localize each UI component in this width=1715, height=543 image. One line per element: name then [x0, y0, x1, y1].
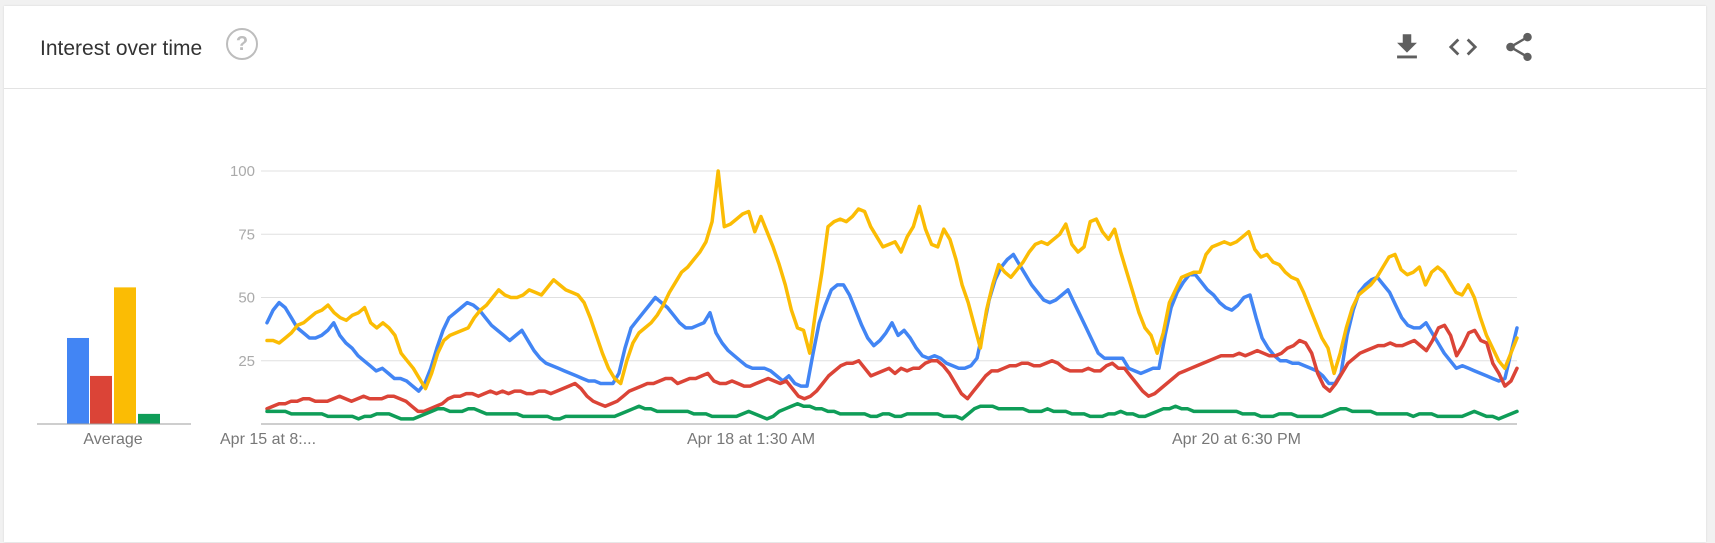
interest-over-time-card: Interest over time ? 25 50 75 100 Apr 15 at … — [4, 6, 1706, 542]
share-icon[interactable] — [1502, 30, 1536, 64]
x-tick-label: Apr 15 at 8:... — [220, 431, 316, 448]
average-bar-3 — [114, 287, 136, 424]
help-icon[interactable]: ? — [226, 28, 258, 60]
average-label: Average — [83, 431, 142, 448]
series-line-1 — [265, 252, 1519, 393]
line-chart: 25 50 75 100 Apr 15 at 8:... Apr 18 at 1:30 A… — [37, 163, 1519, 448]
average-bar-4 — [138, 413, 160, 424]
x-tick-label: Apr 20 at 6:30 PM — [1172, 431, 1301, 448]
x-tick-label: Apr 18 at 1:30 AM — [687, 431, 815, 448]
series-line-2 — [265, 323, 1519, 414]
average-bar-1 — [67, 337, 89, 424]
y-tick-label: 100 — [230, 163, 255, 180]
series-line-3 — [265, 169, 1519, 391]
card-title: Interest over time — [40, 37, 203, 60]
embed-code-icon[interactable] — [1446, 30, 1480, 64]
y-tick-label: 75 — [238, 226, 255, 243]
y-tick-label: 25 — [238, 353, 255, 370]
download-icon[interactable] — [1390, 30, 1424, 64]
series-line-4 — [265, 402, 1519, 421]
card-header: Interest over time ? — [4, 6, 1706, 89]
y-tick-label: 50 — [238, 290, 255, 307]
average-bar-2 — [90, 375, 112, 424]
